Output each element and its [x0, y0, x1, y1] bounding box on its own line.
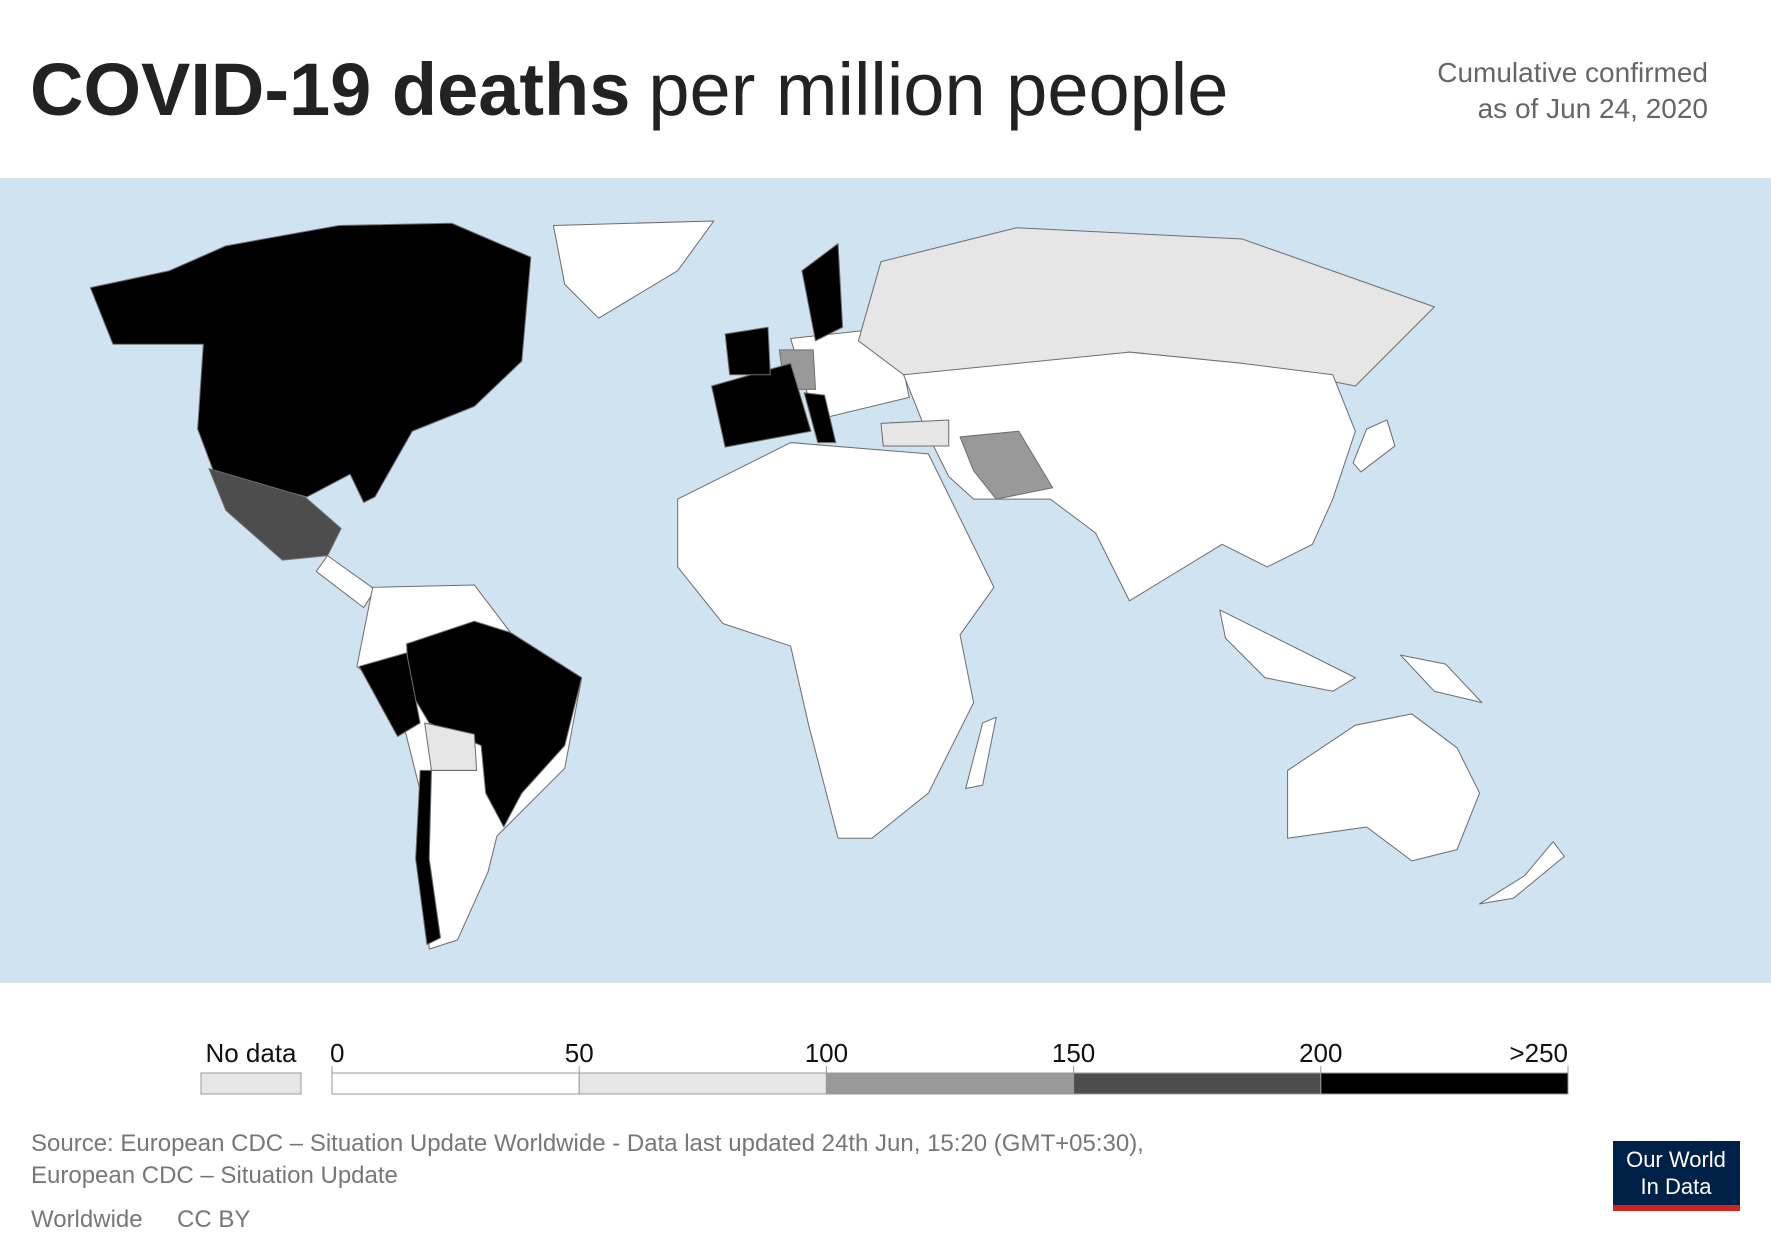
legend-tick-label: 100 — [805, 1038, 848, 1068]
legend-bin — [331, 1072, 580, 1095]
legend: 0 50 100 150 200 >250 — [200, 1038, 1569, 1095]
africa — [677, 442, 995, 839]
sweden — [801, 243, 844, 342]
subtitle: as of Jun 24, 2020 — [1478, 93, 1708, 124]
title-bold: COVID-19 deaths — [30, 48, 630, 131]
legend-bin — [1320, 1072, 1569, 1095]
north-america — [89, 222, 532, 503]
indonesia — [1219, 609, 1356, 692]
logo-bar — [1613, 1205, 1740, 1211]
iran — [959, 430, 1054, 500]
italy — [803, 392, 837, 444]
turkey — [880, 419, 950, 447]
asia — [903, 351, 1356, 602]
greenland — [552, 220, 715, 319]
legend-tick-label: 200 — [1299, 1038, 1342, 1068]
tab[interactable]: Worldwide — [31, 1206, 143, 1233]
source: Source: European CDC – Situation Update … — [31, 1130, 1144, 1157]
legend-tick-label: 50 — [565, 1038, 594, 1068]
madagascar — [965, 716, 997, 790]
central-america — [315, 555, 376, 609]
legend-tick-label: >250 — [1509, 1038, 1568, 1068]
legend-bin — [1073, 1072, 1322, 1095]
new-guinea — [1400, 654, 1483, 704]
license[interactable]: CC BY — [177, 1206, 250, 1233]
legend-tick-label: 150 — [1052, 1038, 1095, 1068]
legend-bin — [825, 1072, 1075, 1095]
japan — [1352, 419, 1396, 473]
source: European CDC – Situation Update — [31, 1162, 398, 1189]
logo-box — [1613, 1141, 1740, 1211]
legend-no-data-swatch — [200, 1072, 302, 1095]
bolivia — [424, 722, 478, 771]
new-zealand — [1479, 841, 1565, 905]
logo-text: In Data — [1641, 1174, 1713, 1199]
legend-no-data-label: No data — [205, 1038, 297, 1068]
australia — [1287, 713, 1481, 862]
chile — [415, 769, 441, 946]
world-map — [0, 178, 1771, 983]
title: COVID-19 deaths per million people — [30, 48, 1228, 131]
united-kingdom — [724, 326, 771, 376]
subtitle: Cumulative confirmed — [1437, 57, 1708, 88]
peru — [358, 652, 421, 738]
legend-tick-label: 0 — [330, 1038, 344, 1068]
brazil — [406, 620, 583, 828]
legend-bin — [578, 1072, 827, 1095]
title-rest: per million people — [648, 48, 1228, 131]
logo-text: Our World — [1626, 1147, 1726, 1172]
